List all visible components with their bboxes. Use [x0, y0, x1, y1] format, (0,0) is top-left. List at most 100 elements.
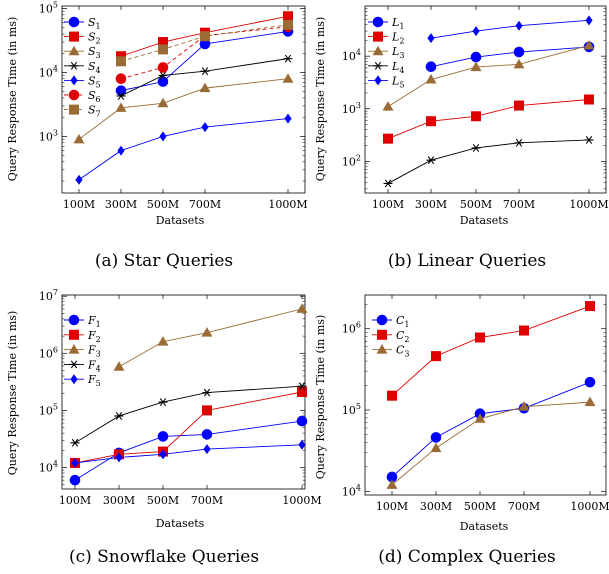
legend-label-c3: C3 — [396, 344, 410, 359]
x-tick-label: 500M — [460, 198, 492, 211]
series-line-f2 — [74, 391, 303, 464]
series-s6 — [115, 21, 294, 85]
y-axis-label: Query Response Time (in ms) — [314, 17, 327, 181]
legend-marker-f2 — [69, 329, 79, 340]
series-line-l2 — [387, 99, 590, 140]
data-point-f5 — [71, 457, 79, 468]
chart-caption: (c) Snowflake Queries — [69, 547, 259, 567]
data-point-s1 — [157, 76, 169, 87]
data-point-s7 — [283, 19, 293, 30]
data-point-f3 — [201, 327, 213, 337]
series-s3 — [73, 73, 294, 144]
data-point-s4 — [283, 54, 293, 63]
data-point-f2 — [202, 405, 212, 416]
data-point-l3 — [382, 101, 394, 111]
y-tick-label: 106 — [342, 321, 361, 336]
legend-marker-s4 — [69, 61, 79, 70]
x-tick-label: 300M — [103, 494, 135, 507]
chart-panel-linear: 102 103 104 100M 300M 500M 700M 1000M L1L2L3L4L5… — [314, 5, 609, 271]
y-tick-label: 106 — [39, 345, 58, 360]
series-line-s4 — [120, 58, 289, 97]
series-f4 — [70, 382, 307, 447]
data-point-l5 — [427, 33, 435, 44]
data-point-l5 — [585, 15, 593, 26]
data-point-c1 — [584, 376, 596, 388]
data-point-s3 — [115, 102, 127, 112]
data-point-s5 — [159, 131, 167, 142]
x-tick-label: 100M — [376, 500, 408, 513]
x-tick-label: 500M — [147, 494, 179, 507]
x-tick-label: 700M — [191, 494, 223, 507]
y-tick-label: 105 — [342, 402, 361, 417]
y-tick-label: 104 — [39, 65, 58, 80]
data-point-f1 — [157, 431, 169, 442]
y-tick-label: 104 — [39, 459, 58, 474]
x-tick-label: 300M — [415, 198, 447, 211]
data-point-f5 — [115, 452, 123, 463]
data-point-c3 — [584, 396, 596, 407]
data-point-f3 — [157, 336, 169, 346]
y-axis-label: Query Response Time (in ms) — [314, 315, 327, 479]
data-point-l4 — [584, 136, 594, 144]
data-point-l5 — [472, 26, 480, 37]
series-line-s6 — [120, 26, 289, 80]
x-tick-label: 1000M — [268, 198, 307, 211]
data-point-l2 — [426, 116, 436, 127]
legend-label-l4: L4 — [391, 60, 404, 75]
x-axis-label: Datasets — [156, 517, 205, 530]
legend-label-s6: S6 — [88, 89, 101, 104]
data-point-l2 — [584, 94, 594, 105]
data-point-s7 — [158, 44, 168, 55]
legend-label-f5: F5 — [87, 373, 101, 388]
legend-label-l2: L2 — [391, 31, 404, 46]
x-tick-label: 300M — [105, 198, 137, 211]
data-point-c3 — [430, 442, 442, 453]
plot-frame — [61, 5, 306, 194]
data-point-f5 — [298, 439, 306, 450]
legend-label-s7: S7 — [88, 104, 101, 119]
data-point-c2 — [387, 390, 397, 401]
data-point-s3 — [282, 73, 294, 83]
legend-label-s4: S4 — [88, 60, 101, 75]
legend-marker-s6 — [68, 89, 80, 101]
x-axis-label: Datasets — [460, 520, 509, 533]
series-f5 — [71, 439, 306, 468]
data-point-l1 — [425, 61, 437, 73]
series-line-f4 — [74, 385, 303, 444]
chart-panel-star: 103 104 105 100M 300M 500M 700M 1000M S1S2S3S4S5… — [6, 1, 308, 271]
y-tick-label: 104 — [342, 48, 361, 63]
data-point-s7 — [116, 56, 126, 67]
data-point-c3 — [474, 413, 486, 423]
legend-marker-l3 — [372, 45, 384, 56]
x-axis-label: Datasets — [460, 214, 509, 227]
series-line-s3 — [78, 78, 289, 140]
series-line-l1 — [430, 46, 590, 68]
data-point-l4 — [383, 179, 393, 188]
data-point-s3 — [157, 97, 169, 108]
data-point-s2 — [116, 51, 126, 62]
legend-marker-c3 — [376, 344, 388, 354]
data-point-f4 — [114, 412, 124, 420]
data-point-s6 — [157, 62, 169, 73]
series-line-s2 — [120, 15, 289, 57]
data-point-s3 — [199, 82, 211, 93]
series-s4 — [116, 54, 293, 100]
data-point-c2 — [519, 325, 529, 336]
legend-marker-l1 — [372, 16, 384, 28]
legend-label-s2: S2 — [88, 31, 101, 46]
x-tick-label: 1000M — [569, 198, 608, 211]
legend-label-f2: F2 — [87, 329, 101, 344]
data-point-f4 — [70, 438, 80, 447]
data-point-f4 — [297, 382, 307, 391]
data-point-l4 — [471, 143, 481, 152]
data-point-f4 — [158, 398, 168, 406]
data-point-l3 — [583, 39, 595, 50]
data-point-l3 — [470, 61, 482, 72]
series-line-l5 — [430, 19, 590, 39]
data-point-s4 — [200, 67, 210, 76]
legend-label-l5: L5 — [391, 74, 404, 89]
